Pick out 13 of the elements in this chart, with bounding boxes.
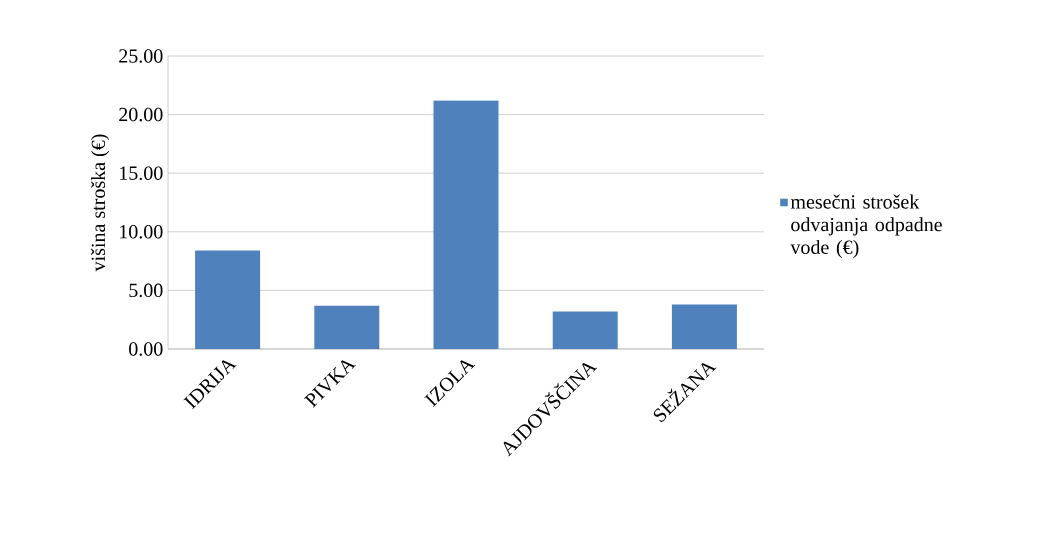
y-tick-label: 5.00 — [129, 283, 163, 298]
y-axis-title: višina stroška (€) — [90, 134, 110, 272]
y-tick-label: 0.00 — [129, 342, 163, 356]
y-tick-label: 25.00 — [119, 49, 163, 63]
bar — [314, 305, 380, 349]
bar — [195, 250, 261, 349]
bar — [552, 311, 618, 349]
y-tick-label: 10.00 — [120, 225, 163, 239]
bar — [433, 100, 499, 349]
legend-label: mesečni strošek odvajanja odpadne vode (€) — [790, 194, 942, 259]
y-tick-label: 15.00 — [120, 166, 163, 180]
bar — [671, 304, 737, 349]
y-tick-label: 20.00 — [119, 107, 163, 122]
